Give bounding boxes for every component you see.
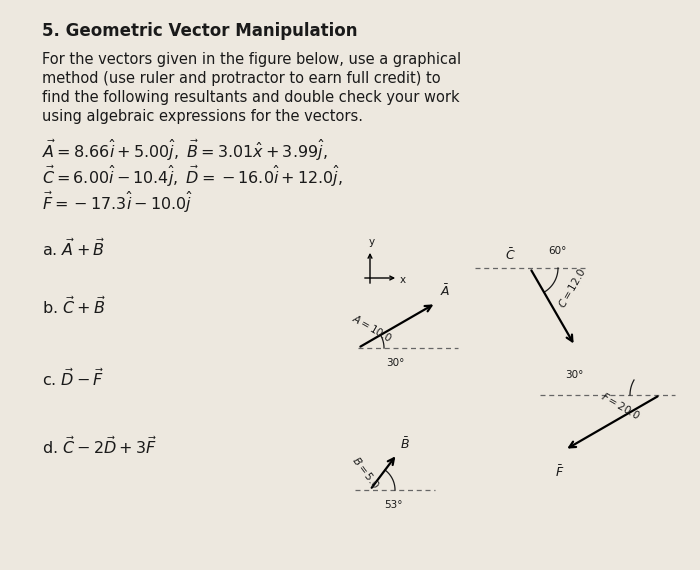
Text: using algebraic expressions for the vectors.: using algebraic expressions for the vect…: [42, 109, 363, 124]
Text: method (use ruler and protractor to earn full credit) to: method (use ruler and protractor to earn…: [42, 71, 440, 86]
Text: b. $\vec{C} + \vec{B}$: b. $\vec{C} + \vec{B}$: [42, 296, 106, 317]
Text: 30°: 30°: [386, 358, 405, 368]
Text: $\vec{A} = 8.66\hat{i} + 5.00\hat{j},\ \vec{B} = 3.01\hat{x} + 3.99\hat{j},$: $\vec{A} = 8.66\hat{i} + 5.00\hat{j},\ \…: [42, 138, 328, 163]
Text: 53°: 53°: [384, 500, 402, 510]
Text: 60°: 60°: [548, 246, 566, 256]
Text: $\bar{F}$: $\bar{F}$: [555, 464, 564, 479]
Text: $\bar{B}$: $\bar{B}$: [400, 437, 410, 452]
Text: $C = 12.0$: $C = 12.0$: [555, 266, 588, 310]
Text: $B = 5.0$: $B = 5.0$: [350, 454, 382, 491]
Text: $\bar{C}$: $\bar{C}$: [505, 247, 516, 263]
Text: $A = 10.0$: $A = 10.0$: [349, 312, 394, 345]
Text: For the vectors given in the figure below, use a graphical: For the vectors given in the figure belo…: [42, 52, 461, 67]
Text: 5. Geometric Vector Manipulation: 5. Geometric Vector Manipulation: [42, 22, 358, 40]
Text: d. $\vec{C} - 2\vec{D} + 3\vec{F}$: d. $\vec{C} - 2\vec{D} + 3\vec{F}$: [42, 436, 157, 457]
Text: $\bar{A}$: $\bar{A}$: [440, 283, 450, 299]
Text: 30°: 30°: [565, 370, 583, 380]
Text: find the following resultants and double check your work: find the following resultants and double…: [42, 90, 460, 105]
Text: $\vec{F} = -17.3\hat{i} - 10.0\hat{j}$: $\vec{F} = -17.3\hat{i} - 10.0\hat{j}$: [42, 190, 193, 215]
Text: $\vec{C} = 6.00\hat{i} - 10.4\hat{j},\ \vec{D} = -16.0\hat{i} + 12.0\hat{j},$: $\vec{C} = 6.00\hat{i} - 10.4\hat{j},\ \…: [42, 164, 343, 189]
Text: y: y: [369, 237, 375, 247]
Text: c. $\vec{D} - \vec{F}$: c. $\vec{D} - \vec{F}$: [42, 368, 104, 389]
Text: x: x: [400, 275, 406, 285]
Text: a. $\vec{A} + \vec{B}$: a. $\vec{A} + \vec{B}$: [42, 238, 106, 259]
Text: $F = 20.0$: $F = 20.0$: [598, 389, 642, 421]
